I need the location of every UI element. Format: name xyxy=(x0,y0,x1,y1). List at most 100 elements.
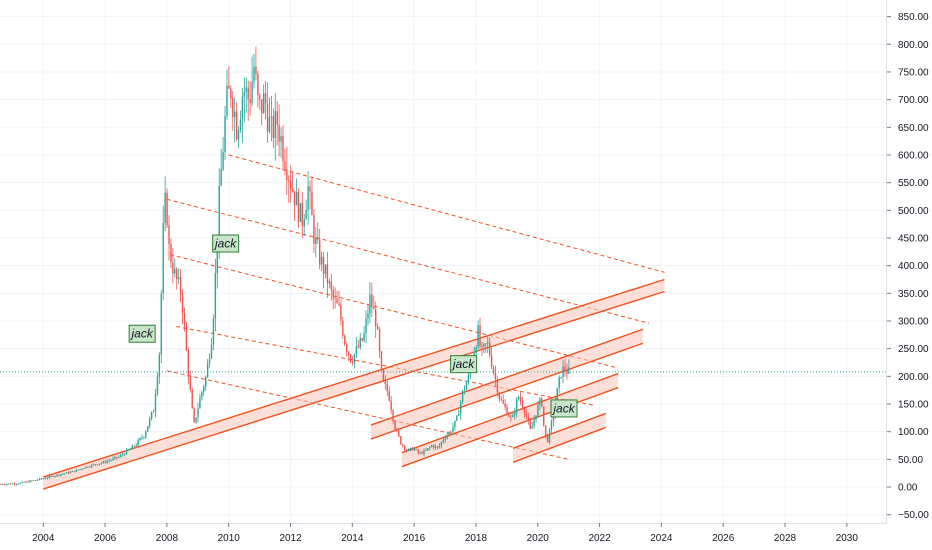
annotation-callout[interactable]: jack xyxy=(450,355,478,374)
candle-body xyxy=(546,435,549,443)
price-axis[interactable]: −50.00 0.00 50.00 100.00 150.00 200.00 250.00 3… xyxy=(887,12,929,521)
trend-channels xyxy=(43,278,665,490)
candle-body xyxy=(452,427,454,433)
time-axis-background xyxy=(0,524,887,550)
candle-body xyxy=(369,294,371,314)
time-axis[interactable]: 2004 2006 2008 2010 2012 2014 2016 2018 2020 2022… xyxy=(32,523,858,544)
candle-body xyxy=(191,389,193,409)
candle-body xyxy=(498,392,501,399)
candle-body xyxy=(241,96,244,120)
candle-body xyxy=(25,481,27,483)
candle-body xyxy=(284,161,286,170)
candle-body xyxy=(523,408,526,414)
channel-upper-line xyxy=(512,412,607,449)
candle-body xyxy=(535,415,537,420)
candle-body xyxy=(31,480,33,482)
candle-body xyxy=(376,326,379,330)
y-tick-label: 800.00 xyxy=(898,40,929,51)
candle-body xyxy=(407,449,410,452)
candle-body xyxy=(91,464,93,467)
x-tick-label: 2028 xyxy=(774,533,797,544)
candle-body xyxy=(185,325,188,351)
x-tick-label: 2006 xyxy=(94,533,117,544)
candle-body xyxy=(434,446,437,448)
candle-body xyxy=(38,478,41,480)
candle-body xyxy=(442,439,445,442)
candle-body xyxy=(280,136,282,142)
channel-band xyxy=(43,279,665,490)
candle-body xyxy=(328,281,331,284)
candle-body xyxy=(139,438,141,441)
candle-body xyxy=(44,478,47,480)
candle-body xyxy=(81,468,83,470)
candle-body xyxy=(541,398,543,407)
annotation-callout[interactable]: jack xyxy=(550,399,578,418)
candle-body xyxy=(465,382,468,390)
y-tick-label: 0.00 xyxy=(898,483,918,494)
dashed-trend-line xyxy=(169,254,619,369)
candle-body xyxy=(89,466,91,468)
annotation-callout[interactable]: jack xyxy=(128,324,156,343)
candle-body xyxy=(552,415,555,422)
candle-body xyxy=(123,454,126,456)
candle-body xyxy=(429,446,431,449)
candle-body xyxy=(431,445,433,447)
candle-body xyxy=(562,366,564,377)
y-tick-label: 550.00 xyxy=(898,178,929,189)
y-tick-label: −50.00 xyxy=(898,510,929,521)
candle-body xyxy=(257,74,259,95)
candle-body xyxy=(307,186,309,210)
candle-body xyxy=(35,480,37,481)
chart-grid xyxy=(0,0,887,523)
candle-body xyxy=(459,401,462,414)
candle-body xyxy=(558,377,560,388)
candle-body xyxy=(73,471,76,472)
candle-body xyxy=(506,407,508,416)
candle-body xyxy=(301,202,303,227)
candle-body xyxy=(181,294,184,314)
dashed-trend-line xyxy=(228,154,665,273)
annotation-callout[interactable]: jack xyxy=(212,234,240,253)
annotation-box xyxy=(450,355,478,374)
candle-body xyxy=(454,420,456,428)
candle-body xyxy=(456,415,458,421)
candle-body xyxy=(475,347,477,353)
candle-body xyxy=(291,188,294,192)
candle-body xyxy=(170,243,172,263)
channel-band xyxy=(513,413,606,463)
candle-body xyxy=(299,202,302,222)
candle-body xyxy=(230,88,232,99)
candle-body xyxy=(137,440,139,446)
x-tick-label: 2022 xyxy=(588,533,611,544)
candle-body xyxy=(6,484,8,485)
candle-body xyxy=(94,464,97,466)
candle-body xyxy=(71,471,74,472)
candle-body xyxy=(396,429,398,431)
candle-body xyxy=(158,354,161,377)
y-tick-label: 350.00 xyxy=(898,289,929,300)
y-tick-label: 250.00 xyxy=(898,344,929,355)
candle-body xyxy=(477,325,479,348)
candle-body xyxy=(276,111,278,125)
candle-body xyxy=(400,436,402,445)
candle-body xyxy=(516,399,518,413)
y-tick-label: 850.00 xyxy=(898,12,929,23)
candle-body xyxy=(176,269,178,280)
candle-body xyxy=(9,483,12,485)
candle-body xyxy=(363,333,365,341)
candle-body xyxy=(4,484,6,486)
candle-body xyxy=(334,298,336,300)
candle-body xyxy=(539,398,541,405)
candle-body xyxy=(373,307,375,310)
candle-body xyxy=(69,471,72,474)
candle-body xyxy=(388,391,390,401)
annotation-label: jack xyxy=(551,401,575,415)
candle-body xyxy=(52,476,54,477)
candle-body xyxy=(510,416,512,418)
candle-body xyxy=(64,473,66,475)
y-tick-label: 150.00 xyxy=(898,400,929,411)
candle-body xyxy=(305,209,307,220)
dashed-trend-line xyxy=(176,326,594,406)
